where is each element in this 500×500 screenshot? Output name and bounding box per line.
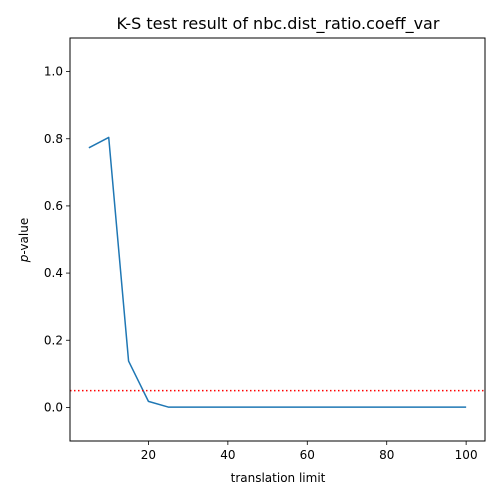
y-axis-label-rest: -value [17,218,31,255]
y-tick-label: 0.2 [44,333,63,347]
y-tick-label: 0.6 [44,199,63,213]
chart-title: K-S test result of nbc.dist_ratio.coeff_… [117,14,440,34]
y-tick-label: 0.8 [44,132,63,146]
y-tick-label: 0.0 [44,400,63,414]
x-tick-label: 20 [141,448,156,462]
x-tick-label: 60 [300,448,315,462]
x-tick-label: 40 [220,448,235,462]
ticks-layer: 20 40 60 80 100 0.0 0.2 0.4 0.6 0.8 1.0 [44,65,478,462]
y-axis-label-italic: p [17,254,31,263]
x-tick-label: 100 [455,448,478,462]
plot-area [70,136,485,408]
y-tick-label: 0.4 [44,266,63,280]
series-line-0 [88,136,467,408]
y-tick-label: 1.0 [44,65,63,79]
x-axis-label: translation limit [231,471,326,485]
y-axis-label: p-value [17,218,31,263]
x-tick-label: 80 [379,448,394,462]
axes-frame [69,37,486,442]
